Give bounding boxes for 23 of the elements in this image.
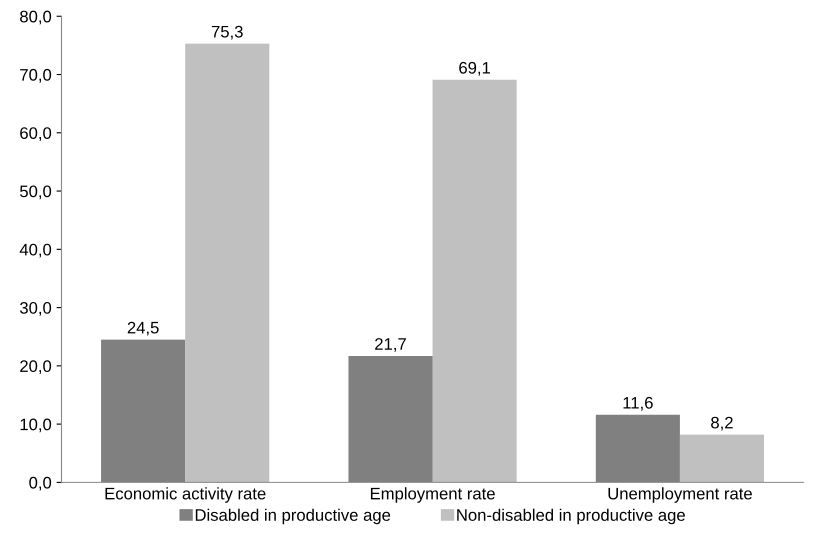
x-tick-label: Unemployment rate xyxy=(608,487,752,503)
data-label: 21,7 xyxy=(375,338,406,352)
y-tick-label: 40,0 xyxy=(20,244,52,258)
x-tick-label: Economic activity rate xyxy=(106,487,266,503)
y-tick-label: 80,0 xyxy=(20,10,52,24)
x-tick-label: Employment rate xyxy=(370,487,495,503)
y-tick-label: 70,0 xyxy=(20,68,52,83)
bar xyxy=(432,80,517,482)
y-tick-label: 0,0 xyxy=(29,476,52,491)
bar xyxy=(185,44,270,482)
y-tick-label: 20,0 xyxy=(20,360,52,374)
legend-label: Non-disabled in productive age xyxy=(457,508,685,524)
bar xyxy=(680,434,764,482)
y-tick-label: 30,0 xyxy=(20,302,52,316)
data-label: 24,5 xyxy=(128,322,159,336)
legend-label: Disabled in productive age xyxy=(196,508,390,524)
data-label: 75,3 xyxy=(212,26,243,40)
data-label: 11,6 xyxy=(624,396,653,411)
y-tick-label: 10,0 xyxy=(20,418,52,432)
y-tick-label: 50,0 xyxy=(20,185,52,200)
data-label: 69,1 xyxy=(459,62,490,76)
data-label: 8,2 xyxy=(711,416,733,430)
y-tick-label: 60,0 xyxy=(20,127,52,141)
